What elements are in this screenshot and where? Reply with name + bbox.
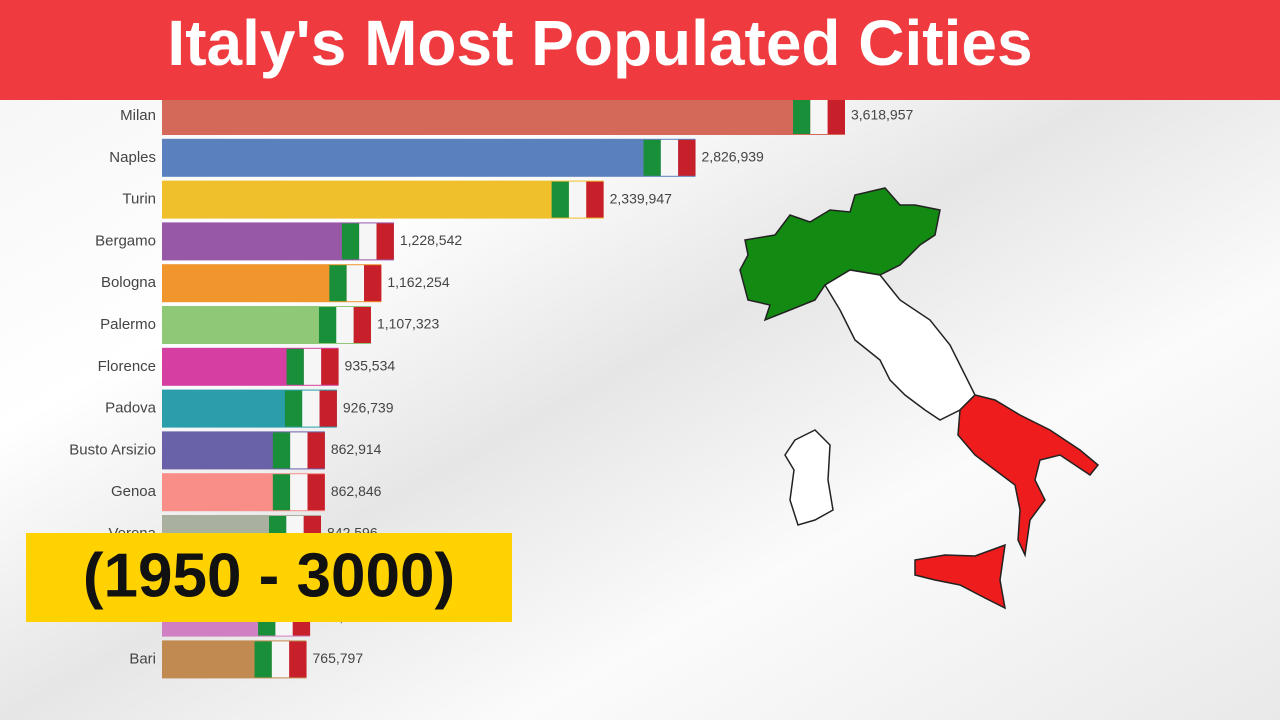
- flag-red: [678, 139, 696, 176]
- flag-green: [341, 223, 360, 260]
- category-label: Milan: [120, 107, 156, 124]
- value-label: 2,826,939: [702, 149, 764, 165]
- flag-green: [318, 307, 337, 343]
- flag-red: [827, 98, 845, 134]
- category-label: Bari: [129, 650, 156, 667]
- flag-red: [289, 641, 307, 678]
- category-label: Padova: [105, 400, 157, 417]
- flag-white: [660, 139, 679, 176]
- chart-title: Italy's Most Populated Cities: [167, 7, 1032, 79]
- flag-red: [307, 432, 325, 469]
- flag-white: [346, 265, 365, 302]
- value-label: 2,339,947: [610, 190, 672, 206]
- title-banner: [0, 0, 1280, 100]
- category-label: Bergamo: [95, 232, 156, 249]
- flag-red: [376, 223, 394, 260]
- flag-white: [290, 474, 308, 511]
- flag-white: [568, 181, 587, 218]
- flag-white: [290, 432, 308, 469]
- flag-green: [272, 474, 291, 511]
- category-label: Bologna: [101, 274, 157, 291]
- subtitle: (1950 - 3000): [83, 541, 455, 610]
- category-label: Palermo: [100, 316, 156, 333]
- value-label: 1,228,542: [400, 232, 462, 248]
- value-label: 1,162,254: [387, 274, 449, 290]
- category-label: Florence: [98, 358, 156, 375]
- bar: [162, 97, 845, 135]
- flag-green: [643, 139, 661, 176]
- flag-red: [353, 307, 371, 343]
- value-label: 862,846: [331, 483, 382, 499]
- value-label: 862,914: [331, 441, 382, 457]
- flag-white: [302, 390, 320, 427]
- flag-white: [336, 307, 354, 343]
- italy-map: [739, 187, 1100, 610]
- flag-red: [307, 474, 325, 511]
- value-label: 935,534: [345, 358, 396, 374]
- value-label: 926,739: [343, 399, 394, 415]
- flag-green: [272, 432, 291, 469]
- value-label: 1,107,323: [377, 316, 439, 332]
- bar: [162, 180, 604, 219]
- category-label: Turin: [122, 191, 156, 208]
- flag-white: [810, 98, 828, 134]
- flag-white: [271, 641, 290, 678]
- flag-red: [364, 265, 382, 302]
- flag-green: [793, 98, 811, 134]
- value-label: 3,618,957: [851, 107, 913, 123]
- category-label: Naples: [109, 149, 156, 166]
- flag-green: [254, 641, 272, 678]
- category-label: Busto Arsizio: [69, 441, 156, 458]
- flag-white: [359, 223, 377, 260]
- flag-green: [551, 181, 569, 218]
- subtitle-box: [26, 533, 512, 622]
- flag-red: [321, 348, 339, 385]
- flag-red: [586, 181, 604, 218]
- flag-white: [303, 348, 322, 385]
- category-label: Genoa: [111, 483, 157, 500]
- flag-green: [284, 390, 303, 427]
- bar: [162, 138, 696, 177]
- flag-red: [319, 390, 337, 427]
- flag-green: [286, 348, 304, 385]
- flag-green: [329, 265, 347, 302]
- value-label: 765,797: [313, 650, 364, 666]
